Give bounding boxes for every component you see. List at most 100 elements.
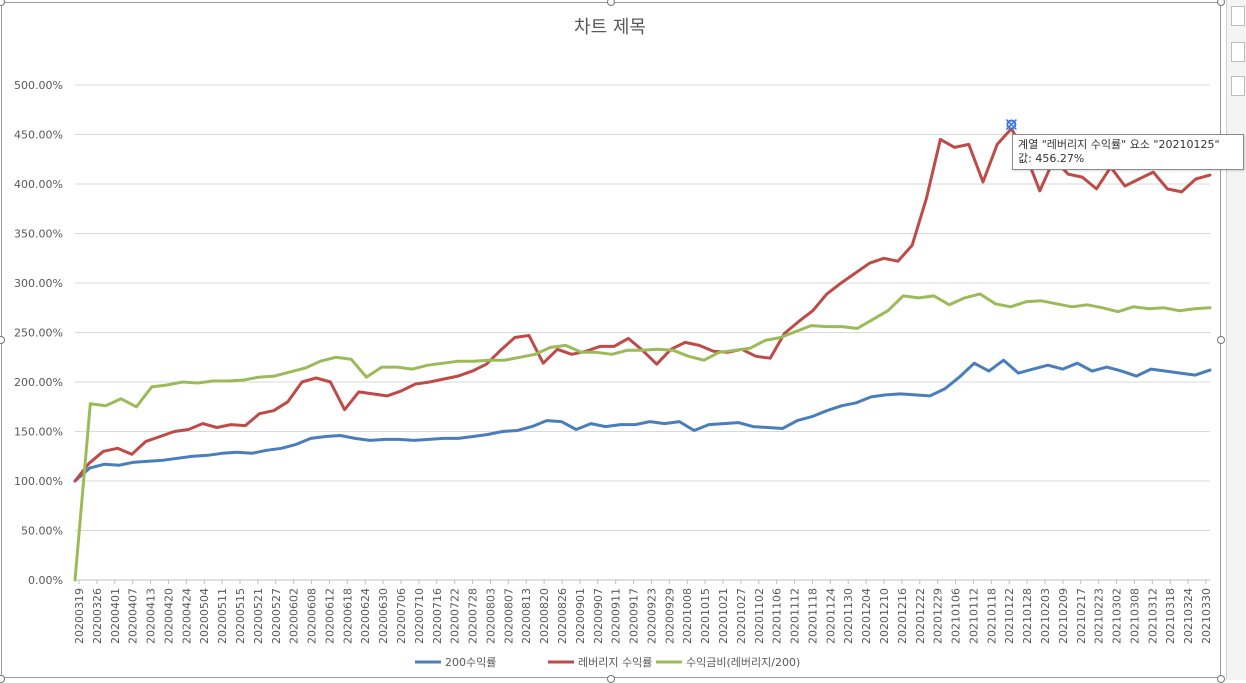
x-tick-label: 20210223 [1093, 588, 1106, 644]
series-line-1[interactable] [73, 358, 1212, 483]
chart-styles-button[interactable] [1231, 42, 1245, 62]
x-tick-label: 20210324 [1182, 588, 1195, 644]
x-tick-label: 20210217 [1075, 588, 1088, 644]
x-tick-label: 20200907 [592, 588, 605, 644]
x-tick-label: 20200911 [610, 588, 623, 644]
y-axis-tick-labels: 0.00% 50.00% 100.00% 150.00% 200.00% 250.00% 3… [14, 79, 63, 587]
x-tick-label: 20200624 [359, 588, 372, 644]
y-tick-label: 350.00% [14, 228, 63, 241]
selected-point-marker-cross-b [1005, 119, 1017, 131]
x-tick-label: 20210312 [1146, 588, 1159, 644]
legend-entry-label[interactable]: 레버리지 수익률 [578, 656, 652, 669]
x-tick-label: 20200803 [484, 588, 497, 644]
x-tick-label: 20201102 [753, 588, 766, 644]
y-tick-label: 450.00% [14, 129, 63, 142]
x-tick-label: 20201222 [914, 588, 927, 644]
x-tick-label: 20200917 [628, 588, 641, 644]
x-tick-label: 20200710 [413, 588, 426, 644]
data-point-tooltip: 계열 "레버리지 수익률" 요소 "20210125" 값: 456.27% [1012, 134, 1244, 170]
series-lines [73, 127, 1212, 582]
x-tick-label: 20200504 [198, 588, 211, 644]
y-tick-label: 400.00% [14, 178, 63, 191]
x-tick-label: 20201008 [681, 588, 694, 644]
resize-handle-top-right[interactable] [1217, 0, 1225, 6]
x-tick-label: 20200326 [91, 588, 104, 644]
x-tick-label: 20210209 [1057, 588, 1070, 644]
legend: 200수익률 레버리지 수익률 수익금비(레버리지/200) [415, 656, 800, 669]
y-tick-label: 150.00% [14, 426, 63, 439]
legend-entry-label[interactable]: 200수익률 [445, 656, 496, 669]
x-tick-label: 20201027 [735, 588, 748, 644]
chart-title[interactable]: 차트 제목 [574, 17, 646, 38]
chart-elements-button[interactable] [1231, 6, 1245, 26]
x-tick-label: 20201015 [699, 588, 712, 644]
x-tick-label: 20200527 [270, 588, 283, 644]
legend-entry-label[interactable]: 수익금비(레버리지/200) [686, 656, 800, 669]
x-tick-label: 20201106 [771, 588, 784, 644]
series-line-2[interactable] [73, 127, 1212, 483]
x-tick-label: 20200511 [216, 588, 229, 644]
chart-filters-button[interactable] [1231, 76, 1245, 96]
x-tick-label: 20200521 [252, 588, 265, 644]
tooltip-value-line: 값: 456.27% [1018, 152, 1085, 165]
x-tick-label: 20200413 [145, 588, 158, 644]
y-tick-label: 100.00% [14, 475, 63, 488]
x-tick-label: 20210122 [1003, 588, 1016, 644]
x-tick-label: 20200401 [109, 588, 122, 644]
x-tick-label: 20200630 [377, 588, 390, 644]
tooltip-series-line: 계열 "레버리지 수익률" 요소 "20210125" [1018, 138, 1220, 151]
x-tick-label: 20200420 [162, 588, 175, 644]
x-tick-label: 20210318 [1164, 588, 1177, 644]
x-tick-label: 20200618 [341, 588, 354, 644]
series-line-3[interactable] [73, 292, 1212, 582]
x-tick-label: 20200608 [306, 588, 319, 644]
x-tick-label: 20210128 [1021, 588, 1034, 644]
x-tick-label: 20200515 [234, 588, 247, 644]
x-tick-label: 20210118 [985, 588, 998, 644]
x-tick-label: 20200319 [73, 588, 86, 644]
x-tick-label: 20210106 [950, 588, 963, 644]
x-tick-label: 20200923 [645, 588, 658, 644]
x-tick-label: 20201021 [717, 588, 730, 644]
x-tick-label: 20201130 [842, 588, 855, 644]
resize-handle-right[interactable] [1217, 336, 1225, 344]
resize-handle-top[interactable] [607, 0, 615, 6]
x-tick-label: 20200820 [538, 588, 551, 644]
x-tick-label: 20200826 [556, 588, 569, 644]
x-tick-label: 20200612 [323, 588, 336, 644]
x-tick-label: 20200706 [395, 588, 408, 644]
x-tick-label: 20200929 [663, 588, 676, 644]
chart-side-toolbar [1226, 0, 1246, 680]
x-tick-label: 20201204 [860, 588, 873, 644]
x-tick-label: 20200722 [449, 588, 462, 644]
x-tick-label: 20200901 [574, 588, 587, 644]
x-axis-tick-labels: 20200319 20200326 20200401 20200407 20200413… [73, 580, 1213, 644]
y-tick-label: 50.00% [21, 525, 63, 538]
x-tick-label: 20201210 [878, 588, 891, 644]
x-tick-label: 20210302 [1111, 588, 1124, 644]
x-tick-label: 20200602 [288, 588, 301, 644]
y-tick-label: 300.00% [14, 277, 63, 290]
x-tick-label: 20200407 [127, 588, 140, 644]
y-tick-label: 500.00% [14, 79, 63, 92]
x-tick-label: 20201124 [824, 588, 837, 644]
x-tick-label: 20210330 [1200, 588, 1213, 644]
y-tick-label: 0.00% [28, 574, 63, 587]
x-tick-label: 20210112 [967, 588, 980, 644]
x-tick-label: 20200728 [467, 588, 480, 644]
x-tick-label: 20200716 [431, 588, 444, 644]
resize-handle-left[interactable] [0, 336, 5, 344]
selected-point-marker [1005, 119, 1017, 131]
y-tick-label: 250.00% [14, 327, 63, 340]
x-tick-label: 20200813 [520, 588, 533, 644]
x-tick-label: 20201229 [932, 588, 945, 644]
x-tick-label: 20210308 [1128, 588, 1141, 644]
x-tick-label: 20210203 [1039, 588, 1052, 644]
x-tick-label: 20201216 [896, 588, 909, 644]
y-tick-label: 200.00% [14, 376, 63, 389]
x-tick-label: 20201112 [789, 588, 802, 644]
x-tick-label: 20200424 [180, 588, 193, 644]
resize-handle-top-left[interactable] [0, 0, 5, 6]
